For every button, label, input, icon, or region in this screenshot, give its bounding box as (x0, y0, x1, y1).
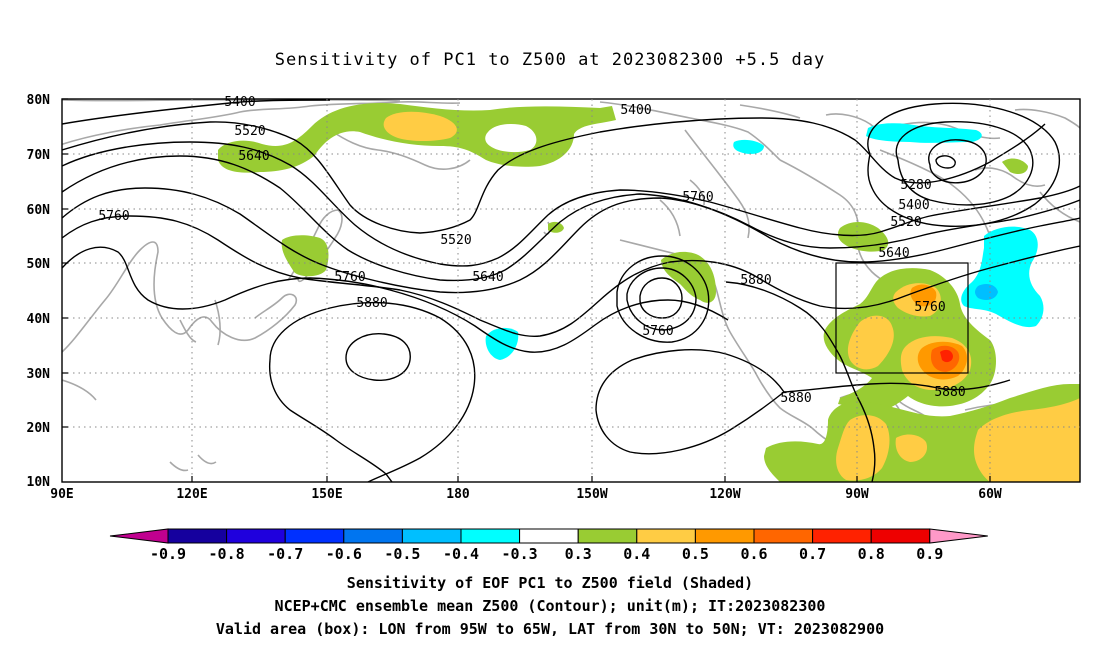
lon-label-60w: 60W (978, 487, 1002, 502)
colorbar-label: -0.9 (150, 545, 186, 563)
colorbar-label: 0.9 (916, 545, 943, 563)
colorbar-label: 0.6 (740, 545, 767, 563)
lon-label-90e: 90E (50, 487, 73, 502)
colorbar-label: -0.4 (443, 545, 479, 563)
colorbar-end-left (109, 528, 169, 544)
contour-label: 5640 (238, 149, 269, 164)
contour-label: 5400 (224, 95, 255, 110)
contour-label: 5400 (898, 198, 929, 213)
lat-label-60n: 60N (27, 203, 51, 218)
contour-label: 5760 (682, 190, 713, 205)
lat-label-80n: 80N (27, 93, 51, 108)
contour-label: 5760 (98, 209, 129, 224)
colorbar-swatch (460, 528, 521, 544)
lon-label-90w: 90W (845, 487, 869, 502)
lat-label-40n: 40N (27, 312, 51, 327)
colorbar-swatch (519, 528, 579, 544)
valid-area-box (835, 262, 969, 374)
lon-label-120w: 120W (709, 487, 740, 502)
colorbar-label: 0.5 (682, 545, 709, 563)
colorbar-swatch (870, 528, 931, 544)
map-frame (61, 98, 1081, 483)
footer-line-1: Sensitivity of EOF PC1 to Z500 field (Sh… (346, 574, 754, 592)
map-title: Sensitivity of PC1 to Z500 at 2023082300… (274, 50, 826, 70)
colorbar-swatch (753, 528, 814, 544)
contour-label: 5880 (740, 273, 771, 288)
contour-label: 5880 (356, 296, 387, 311)
colorbar-swatch (812, 528, 872, 544)
lat-label-20n: 20N (27, 421, 51, 436)
contour-label: 5880 (780, 391, 811, 406)
colorbar-swatch (694, 528, 755, 544)
colorbar-label: 0.4 (623, 545, 650, 563)
contour-label: 5400 (620, 103, 651, 118)
contour-label: 5760 (334, 270, 365, 285)
lon-label-180: 180 (446, 487, 470, 502)
contour-label: 5640 (472, 270, 503, 285)
contour-label: 5760 (914, 300, 945, 315)
lon-label-150e: 150E (311, 487, 342, 502)
colorbar-label: -0.5 (384, 545, 420, 563)
colorbar-swatch (577, 528, 638, 544)
lat-label-70n: 70N (27, 148, 51, 163)
shading-negative-inner (975, 284, 998, 300)
colorbar: -0.9 -0.8 -0.7 -0.6 -0.5 -0.4 -0.3 0.3 0.4 0.5 0.6… (109, 528, 988, 563)
contour-label: 5640 (878, 246, 909, 261)
contour-label: 5760 (642, 324, 673, 339)
tick-marks (62, 98, 991, 482)
colorbar-label: -0.8 (209, 545, 245, 563)
colorbar-swatch (284, 528, 345, 544)
lat-label-30n: 30N (27, 367, 51, 382)
footer-line-2: NCEP+CMC ensemble mean Z500 (Contour); u… (274, 597, 826, 615)
shading-positive-low (218, 102, 1080, 482)
colorbar-label: 0.8 (858, 545, 885, 563)
colorbar-label: -0.3 (502, 545, 538, 563)
lat-label-50n: 50N (27, 257, 51, 272)
colorbar-label: -0.7 (267, 545, 303, 563)
colorbar-label: 0.3 (565, 545, 592, 563)
footer-line-3: Valid area (box): LON from 95W to 65W, L… (215, 620, 885, 638)
shading-positive-max (940, 349, 953, 363)
contour-label: 5520 (890, 215, 921, 230)
colorbar-swatch (343, 528, 403, 544)
contour-label: 5520 (440, 233, 471, 248)
z500-contours (62, 99, 1080, 482)
contour-label: 5280 (900, 178, 931, 193)
lat-label-10n: 10N (27, 475, 51, 490)
contour-label: 5880 (934, 385, 965, 400)
colorbar-label: -0.6 (326, 545, 362, 563)
lon-label-150w: 150W (576, 487, 607, 502)
colorbar-swatch (167, 528, 228, 544)
colorbar-swatch (636, 528, 696, 544)
colorbar-end-right (929, 528, 988, 544)
colorbar-swatch (401, 528, 462, 544)
colorbar-swatch (226, 528, 286, 544)
colorbar-label: 0.7 (799, 545, 826, 563)
lon-label-120e: 120E (176, 487, 207, 502)
contour-label: 5520 (234, 124, 265, 139)
